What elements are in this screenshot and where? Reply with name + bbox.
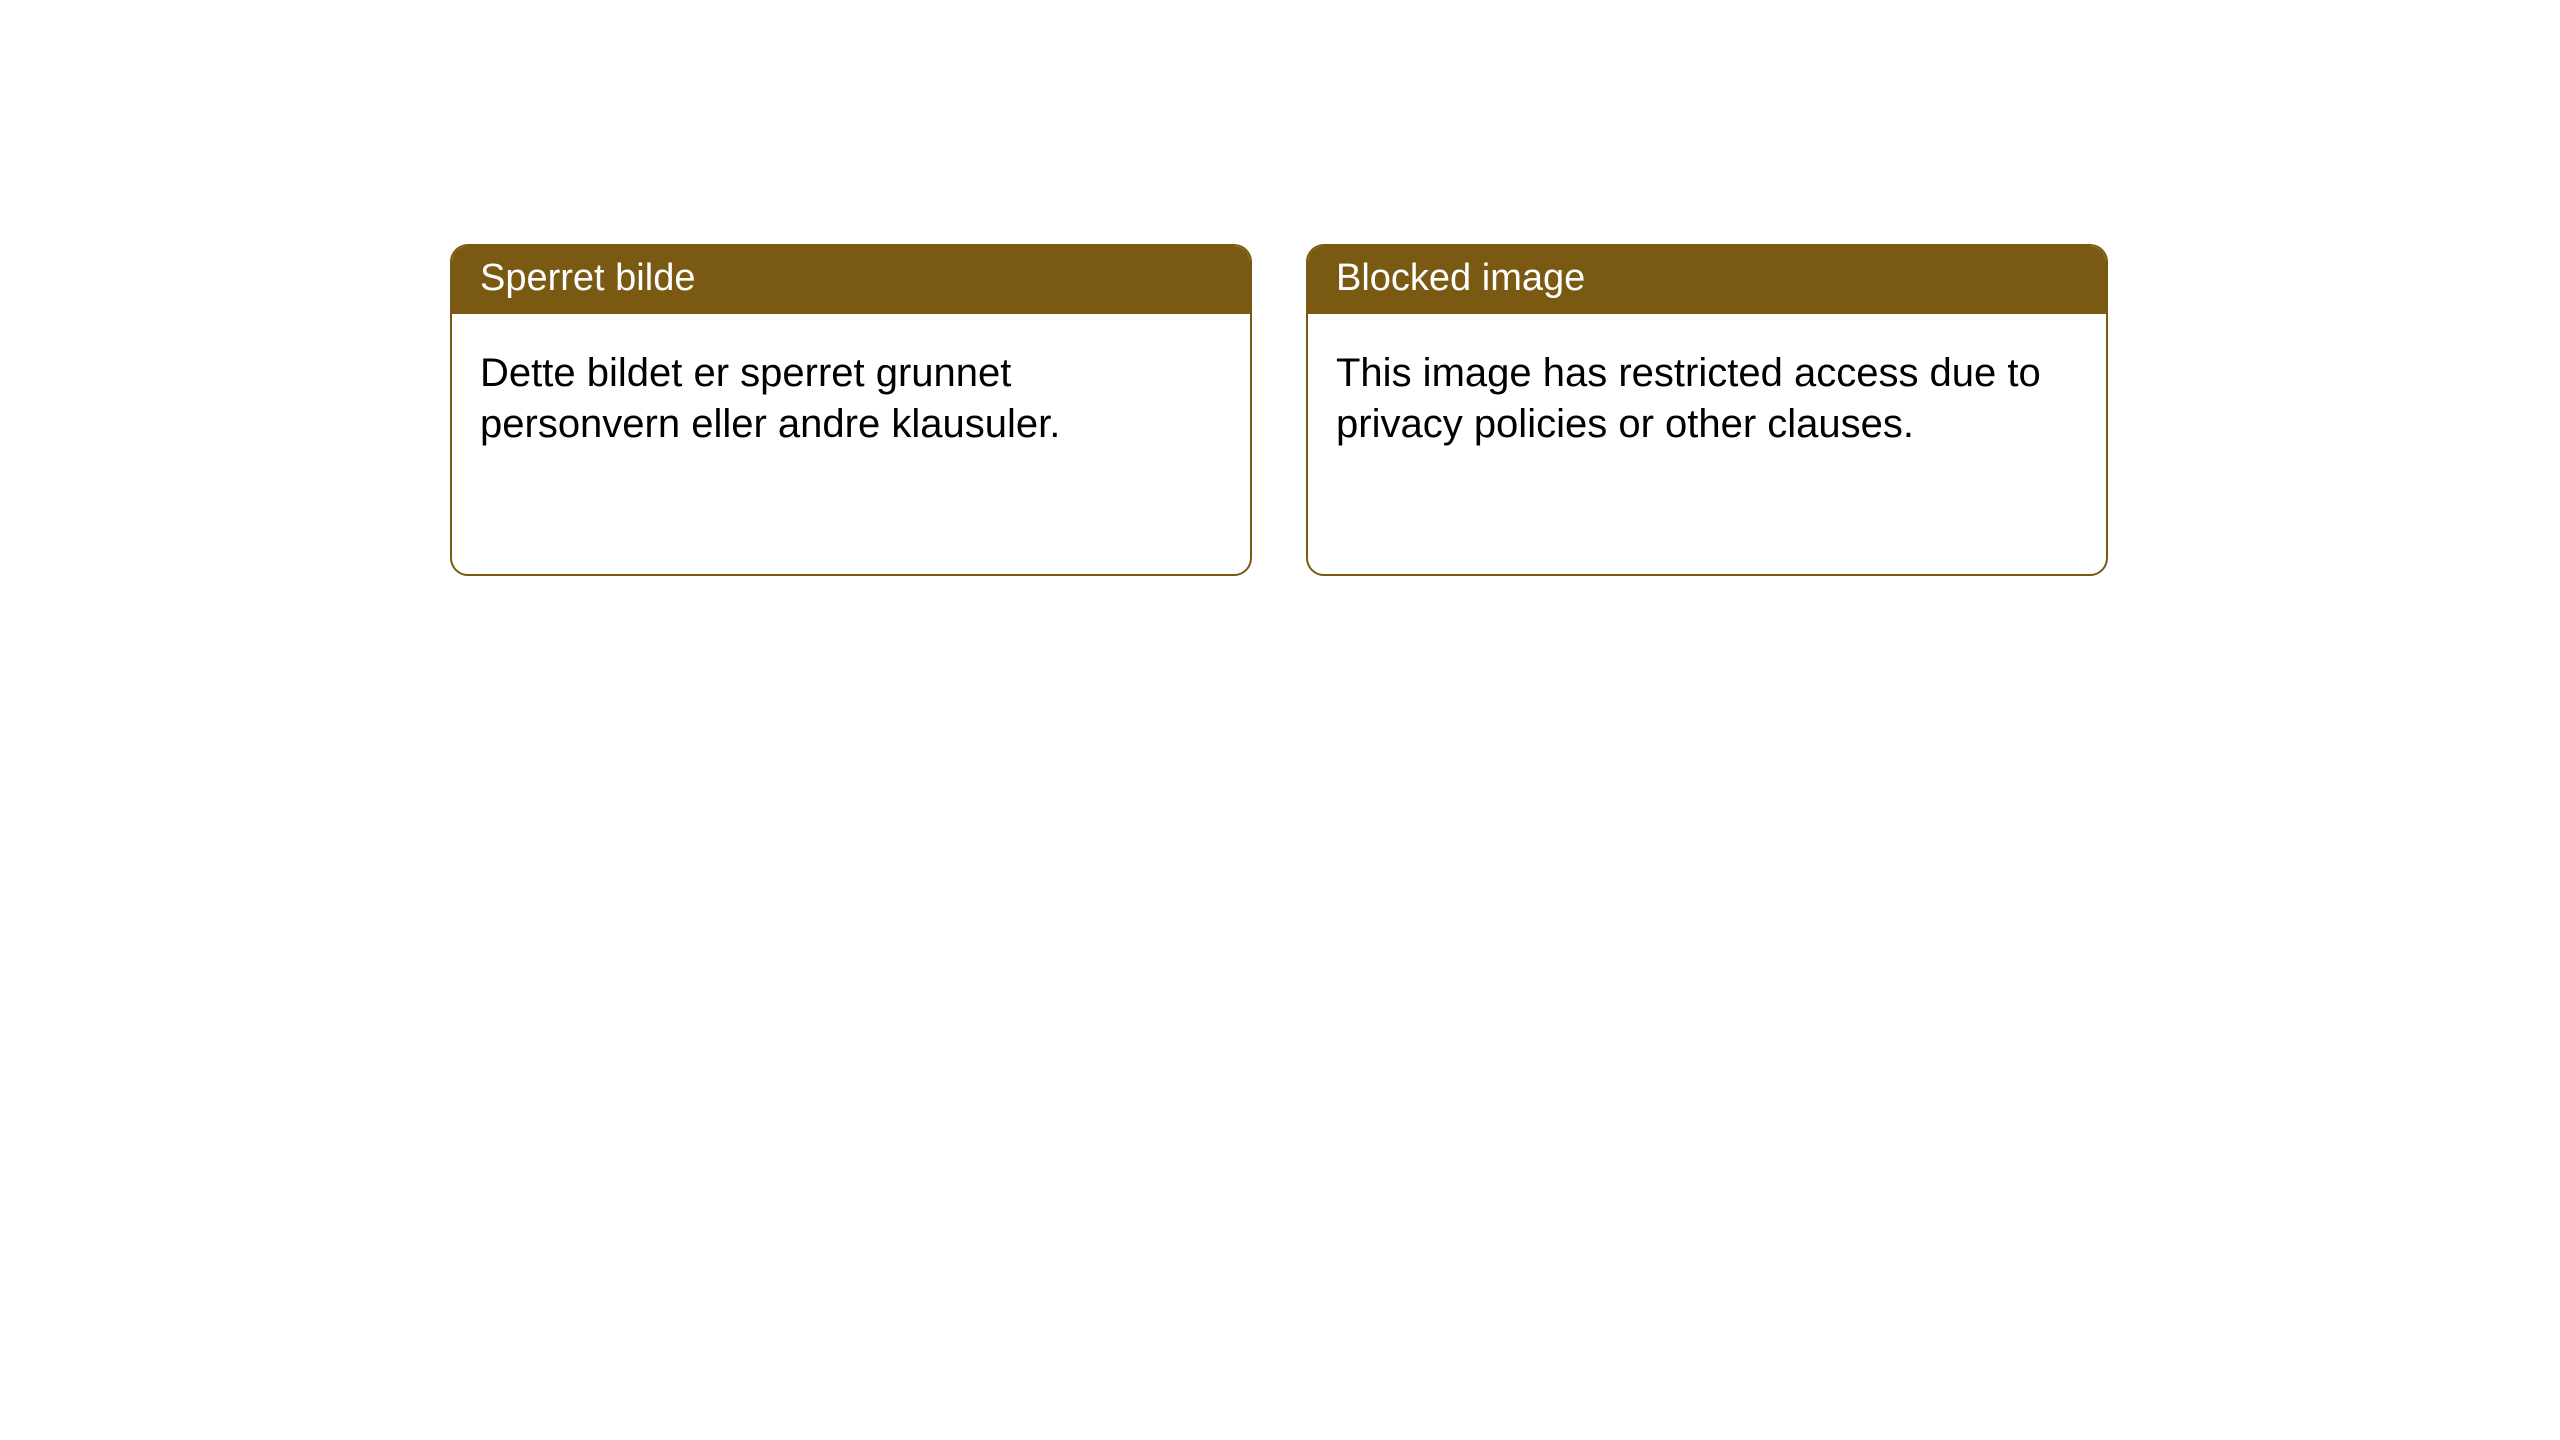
notice-header: Sperret bilde <box>452 246 1250 314</box>
notice-header: Blocked image <box>1308 246 2106 314</box>
notice-card-english: Blocked image This image has restricted … <box>1306 244 2108 576</box>
notice-card-norwegian: Sperret bilde Dette bildet er sperret gr… <box>450 244 1252 576</box>
notice-body: Dette bildet er sperret grunnet personve… <box>452 314 1250 484</box>
notice-container: Sperret bilde Dette bildet er sperret gr… <box>450 244 2108 576</box>
notice-body: This image has restricted access due to … <box>1308 314 2106 484</box>
